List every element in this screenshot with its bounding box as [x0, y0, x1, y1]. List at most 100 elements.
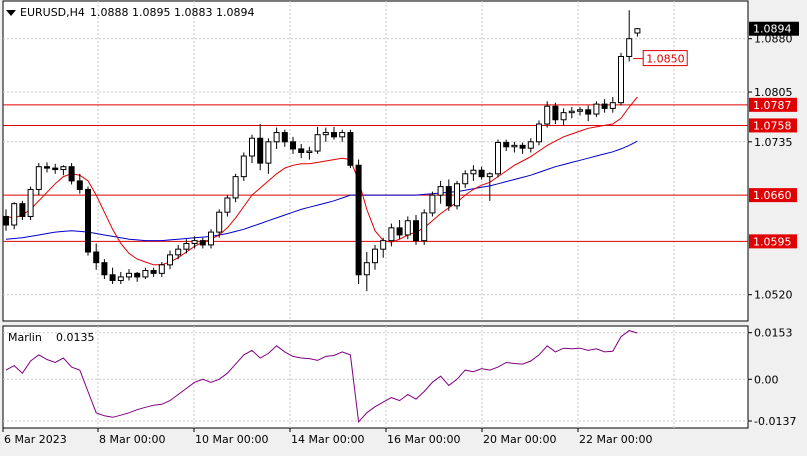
- candle-body: [117, 276, 124, 281]
- candle-body: [314, 134, 321, 152]
- candle-body: [273, 132, 280, 143]
- time-tick-label: 20 Mar 00:00: [483, 433, 556, 446]
- candle-body: [429, 194, 436, 214]
- candle-body: [445, 186, 452, 207]
- candle-body: [35, 166, 42, 190]
- candle-body: [626, 38, 633, 57]
- candle-body: [265, 141, 272, 164]
- candle-body: [380, 240, 387, 250]
- indicator-tick-label: 0.0153: [754, 327, 793, 340]
- candle-body: [609, 102, 616, 109]
- candle-body: [355, 164, 362, 276]
- candle-body: [199, 240, 206, 246]
- candle-body: [134, 272, 141, 278]
- candle-body: [240, 155, 247, 178]
- indicator-tick-label: -0.0137: [754, 415, 796, 428]
- candle-body: [208, 231, 214, 246]
- candle-body: [68, 166, 75, 182]
- price-tick-label: 1.0805: [754, 86, 793, 99]
- time-tick-label: 22 Mar 00:00: [579, 433, 652, 446]
- candle-body: [11, 203, 18, 226]
- time-tick-label: 8 Mar 00:00: [99, 433, 165, 446]
- slow-ma-line: [5, 140, 638, 242]
- level-label: 1.0787: [753, 99, 792, 112]
- indicator-value: 0.0135: [56, 331, 95, 344]
- current-price-box: [749, 21, 799, 36]
- candle-body: [470, 169, 477, 175]
- candle-body: [27, 188, 34, 217]
- candle-body: [560, 112, 567, 121]
- candle-body: [76, 180, 83, 190]
- price-tick-label: 1.0520: [754, 289, 793, 302]
- indicator-tick-label: 0.00: [754, 373, 779, 386]
- candle-body: [347, 132, 354, 166]
- price-panel[interactable]: [2, 0, 749, 322]
- candle-body: [503, 142, 510, 148]
- candle-body: [60, 166, 67, 171]
- price-tick-label: 1.0735: [754, 136, 793, 149]
- candle-body: [454, 183, 460, 207]
- candle-body: [511, 144, 518, 148]
- candle-body: [536, 123, 542, 143]
- candle-body: [44, 166, 50, 169]
- level-label: 1.0595: [753, 235, 792, 248]
- dropdown-arrow-icon[interactable]: [6, 10, 16, 16]
- candle-body: [413, 220, 419, 242]
- time-tick-label: 10 Mar 00:00: [195, 433, 268, 446]
- candle-body: [519, 144, 526, 149]
- candle-body: [585, 109, 592, 115]
- candle-body: [339, 132, 346, 138]
- level-label-box-0: [749, 97, 797, 112]
- level-label: 1.0758: [753, 119, 792, 132]
- candle-body: [568, 110, 575, 114]
- candle-body: [527, 141, 534, 149]
- candle-body: [109, 274, 116, 281]
- symbol-label: EURUSD,H4: [20, 6, 85, 19]
- level-label-box-3: [749, 234, 797, 249]
- candle-body: [183, 242, 190, 250]
- candle-body: [19, 203, 26, 217]
- indicator-grid: [3, 326, 748, 428]
- time-tick-label: 14 Mar 00:00: [291, 433, 364, 446]
- candle-body: [101, 262, 108, 276]
- candles: [3, 10, 641, 292]
- candle-body: [85, 188, 91, 253]
- candle-body: [478, 169, 485, 178]
- candle-body: [167, 254, 173, 266]
- candle-body: [462, 173, 469, 185]
- fast-ma-line: [5, 96, 638, 266]
- marlin-line: [5, 330, 638, 424]
- candle-body: [486, 173, 493, 178]
- candle-body: [577, 109, 583, 112]
- candle-body: [388, 227, 395, 242]
- candle-body: [437, 186, 444, 196]
- indicator-name: Marlin: [8, 331, 42, 344]
- candle-body: [158, 264, 165, 274]
- candle-body: [3, 215, 9, 226]
- candle-body: [142, 270, 149, 278]
- candle-body: [634, 28, 641, 34]
- level-label: 1.0660: [753, 189, 792, 202]
- candle-body: [593, 103, 600, 115]
- candle-body: [126, 272, 132, 278]
- candle-body: [290, 141, 296, 150]
- target-marker: 1.0850: [633, 50, 688, 67]
- time-tick-label: 6 Mar 2023: [4, 433, 67, 446]
- indicator-panel[interactable]: [2, 325, 749, 429]
- candle-body: [175, 248, 182, 256]
- candle-body: [298, 148, 305, 153]
- candle-body: [306, 150, 313, 153]
- candle-body: [216, 211, 223, 233]
- candle-body: [552, 105, 559, 121]
- candle-body: [421, 212, 428, 242]
- target-box: [642, 50, 688, 67]
- candle-body: [495, 142, 501, 175]
- ohlc-readout: 1.0888 1.0895 1.0883 1.0894: [90, 6, 254, 19]
- candle-body: [52, 167, 59, 171]
- time-tick-label: 16 Mar 00:00: [387, 433, 460, 446]
- candle-body: [93, 251, 100, 264]
- indicator-axis: 0.0153 0.00 -0.0137: [748, 327, 796, 428]
- candle-body: [232, 176, 239, 199]
